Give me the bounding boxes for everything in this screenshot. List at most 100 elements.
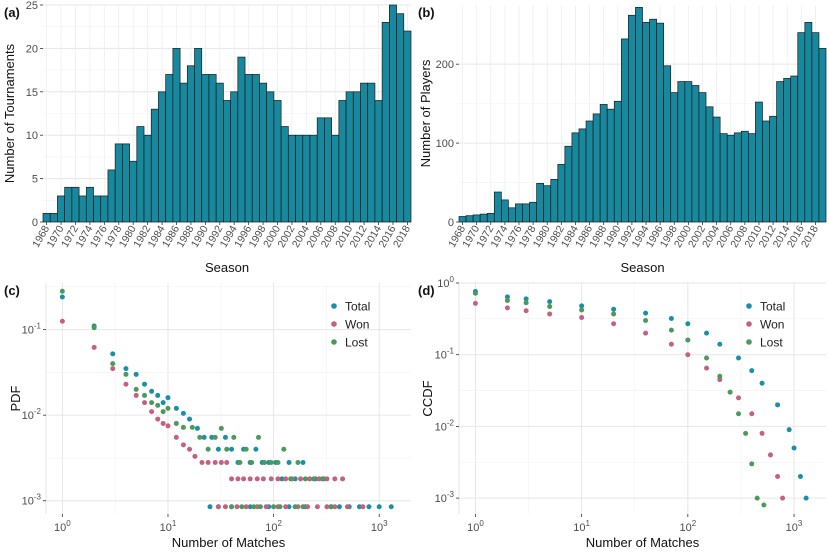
bar [194,48,203,223]
point-lost [268,459,274,465]
point-lost [761,502,767,508]
bar [244,74,253,223]
point-total [791,445,797,451]
point-lost [727,389,733,395]
point-total [155,392,161,398]
point-won [314,504,320,510]
bar [790,75,799,223]
bar [316,117,325,223]
point-total [775,402,781,408]
point-won [155,416,161,422]
bar [42,212,51,223]
point-won [324,476,330,482]
bar [755,101,763,223]
point-total [207,504,213,510]
legend-label-total: Total [345,300,370,314]
bar [107,169,116,223]
bar [237,56,246,223]
point-won [344,504,350,510]
bar [486,212,495,223]
bar [403,30,412,223]
point-total [123,366,129,372]
legend-marker-won [331,321,337,327]
panel-label: (d) [418,283,435,298]
point-lost [155,402,161,408]
point-won [247,476,253,482]
bar [698,92,707,223]
point-won [685,352,691,358]
bar [642,22,650,223]
point-total [165,395,171,401]
bar [818,48,827,223]
point-total [749,368,755,374]
bar [606,108,615,223]
point-won [579,315,585,321]
bar [201,74,210,223]
y-tick-label: 0 [32,217,38,229]
y-tick-label: 15 [26,87,38,99]
bar [472,214,481,223]
point-won [260,476,266,482]
bar [295,134,304,223]
point-won [275,476,281,482]
point-lost [668,327,674,333]
point-won [222,504,228,510]
point-won [173,434,179,440]
y-tick-label: 10-3 [435,490,455,505]
bar [381,22,390,223]
point-won [780,495,786,501]
point-lost [288,476,294,482]
point-won [283,504,289,510]
y-tick-label: 10-1 [22,322,42,337]
point-total [194,425,200,431]
bar [223,100,231,223]
point-won [192,453,198,459]
point-lost [189,424,195,430]
bar [57,195,65,223]
point-lost [736,411,742,417]
point-total [160,400,166,406]
bar [389,4,397,223]
point-won [307,476,313,482]
point-won [243,504,249,510]
bar [529,201,537,223]
point-total [300,459,306,465]
point-total [173,405,179,411]
point-lost [205,446,211,452]
point-lost [239,504,245,510]
bar [129,160,138,223]
bar [230,91,239,223]
x-tick-label: 101 [160,519,177,534]
point-lost [212,434,218,440]
point-won [360,504,366,510]
bar [677,81,686,223]
point-won [229,476,235,482]
point-won [218,459,224,465]
point-total [803,495,809,501]
y-axis-title: CCDF [420,380,435,416]
bar [762,120,770,223]
point-lost [142,392,148,398]
bar [158,91,167,223]
bar [515,203,523,223]
point-total [187,416,193,422]
y-tick-label: 0 [448,217,454,229]
point-lost [311,476,317,482]
point-won [234,504,240,510]
y-tick-label: 20 [26,43,38,55]
bar [136,126,145,223]
point-won [133,392,139,398]
bar [208,74,217,223]
x-tick-label: 103 [371,519,388,534]
bar [670,92,679,223]
point-won [767,452,773,458]
point-won [263,504,269,510]
panel-label: (a) [4,5,20,20]
point-won [241,476,247,482]
bar [769,115,777,223]
bar [592,113,601,223]
point-won [212,459,218,465]
point-won [160,420,166,426]
bar [684,81,693,223]
bar [705,106,714,223]
